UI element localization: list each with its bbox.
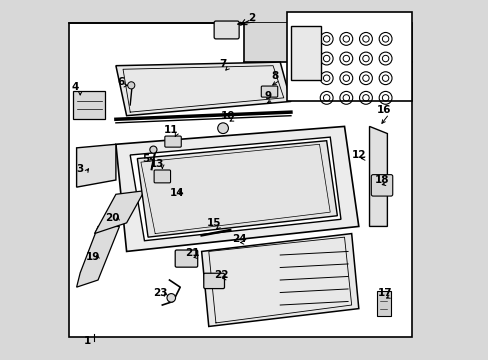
- Text: 17: 17: [378, 288, 392, 297]
- Polygon shape: [137, 141, 337, 237]
- Text: 5: 5: [142, 154, 150, 163]
- Polygon shape: [94, 191, 144, 234]
- Bar: [73, 91, 105, 119]
- Text: 11: 11: [163, 125, 178, 135]
- Bar: [69, 23, 411, 337]
- Bar: [376, 291, 390, 316]
- Text: 19: 19: [85, 252, 100, 262]
- Circle shape: [217, 123, 228, 134]
- Polygon shape: [201, 234, 358, 327]
- Circle shape: [149, 146, 157, 153]
- Bar: [244, 23, 411, 62]
- Text: 21: 21: [185, 248, 200, 258]
- Text: 22: 22: [214, 270, 228, 280]
- Text: 16: 16: [376, 105, 390, 115]
- Text: 8: 8: [271, 71, 278, 81]
- Polygon shape: [116, 126, 358, 251]
- Text: 1: 1: [83, 337, 91, 346]
- Text: 7: 7: [219, 59, 226, 69]
- Polygon shape: [130, 137, 340, 241]
- Text: 14: 14: [169, 188, 183, 198]
- Text: 10: 10: [221, 111, 235, 121]
- FancyBboxPatch shape: [203, 273, 224, 289]
- Text: 12: 12: [351, 150, 366, 160]
- FancyBboxPatch shape: [154, 170, 170, 183]
- Text: 3: 3: [77, 164, 83, 174]
- FancyBboxPatch shape: [214, 21, 239, 39]
- Bar: [290, 26, 321, 80]
- Circle shape: [127, 82, 135, 89]
- FancyBboxPatch shape: [175, 250, 197, 267]
- Polygon shape: [116, 62, 290, 116]
- Text: 4: 4: [71, 82, 79, 92]
- Text: 6: 6: [118, 77, 124, 87]
- Text: 20: 20: [105, 212, 120, 222]
- Text: 13: 13: [149, 159, 164, 169]
- Polygon shape: [77, 144, 116, 187]
- Text: 23: 23: [153, 288, 167, 297]
- Bar: [287, 12, 411, 102]
- Polygon shape: [369, 126, 386, 226]
- Text: 2: 2: [247, 13, 255, 23]
- Text: 9: 9: [264, 91, 271, 101]
- FancyBboxPatch shape: [164, 136, 181, 147]
- FancyBboxPatch shape: [261, 86, 277, 97]
- Text: 18: 18: [374, 175, 388, 185]
- FancyBboxPatch shape: [370, 175, 392, 196]
- Text: 15: 15: [206, 218, 221, 228]
- Text: 24: 24: [231, 234, 246, 244]
- Polygon shape: [77, 226, 119, 287]
- Circle shape: [166, 294, 175, 302]
